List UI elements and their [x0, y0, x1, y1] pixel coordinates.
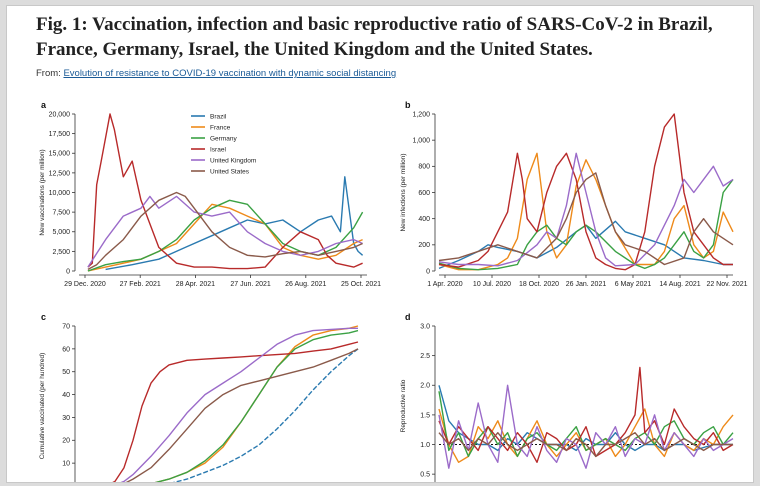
y-tick-label: 800 [418, 164, 430, 171]
panel-a-chart: a 0 2,500 5,000 7,500 10,000 12,500 15,000 17,50… [39, 100, 381, 288]
legend-label-united-kingdom: United Kingdom [210, 157, 256, 164]
y-tick-label: 1.0 [420, 442, 430, 449]
y-tick-label: 1,200 [412, 111, 430, 118]
x-tick-label: 18 Oct. 2020 [519, 281, 559, 288]
series-line-united-states [125, 348, 359, 482]
y-tick-label: 10,000 [49, 190, 71, 197]
y-tick-label: 2,500 [52, 249, 70, 256]
figure-title: Fig. 1: Vaccination, infection and basic… [36, 14, 713, 60]
y-tick-label: 1.5 [420, 412, 430, 419]
y-tick-label: 3.0 [420, 323, 430, 330]
x-tick-label: 27 Feb. 2021 [120, 281, 161, 288]
x-tick-label: 10 Jul. 2020 [473, 281, 511, 288]
series-line-germany [438, 178, 734, 271]
y-tick-label: 7,500 [52, 210, 70, 217]
y-tick-label: 1,000 [412, 138, 430, 145]
series-line-brazil [438, 385, 733, 452]
y-tick-label: 200 [418, 242, 430, 249]
panel-d-chart: d 0.5 1.0 1.5 2.0 2.5 3.0 Reproductive ratio [400, 312, 734, 482]
series-line-israel [438, 366, 734, 464]
series-line-france [438, 152, 734, 271]
y-tick-label: 600 [418, 190, 430, 197]
y-tick-label: 20,000 [49, 111, 71, 118]
x-tick-label: 28 Apr. 2021 [176, 281, 215, 288]
x-tick-label: 14 Aug. 2021 [659, 281, 700, 288]
x-tick-label: 1 Apr. 2020 [427, 281, 463, 288]
y-tick-label: 10 [62, 461, 70, 468]
y-tick-label: 400 [418, 216, 430, 223]
panel-c-label: c [41, 312, 46, 322]
series-line-brazil [172, 348, 359, 482]
legend-label-brazil: Brazil [210, 113, 227, 120]
series-line-germany [87, 199, 364, 272]
y-tick-label: 20 [62, 438, 70, 445]
series-line-israel [438, 113, 733, 271]
y-tick-label: 70 [62, 323, 70, 330]
y-axis-label: New infections (per million) [400, 153, 407, 231]
x-tick-label: 27 Jun. 2021 [230, 281, 271, 288]
y-tick-label: 0.5 [420, 472, 430, 479]
y-tick-label: 50 [62, 369, 70, 376]
y-axis-label: New vaccinations (per million) [39, 149, 46, 235]
series-line-germany [154, 329, 359, 482]
source-link[interactable]: Evolution of resistance to COVID-19 vacc… [63, 68, 397, 79]
x-tick-label: 26 Jan. 2021 [566, 281, 607, 288]
legend-label-france: France [210, 124, 231, 131]
legend-label-germany: Germany [210, 135, 237, 142]
y-tick-label: 17,500 [49, 131, 71, 138]
y-tick-label: 5,000 [52, 229, 70, 236]
panel-d-label: d [405, 312, 411, 322]
x-tick-label: 29 Dec. 2020 [64, 281, 106, 288]
series-line-brazil [105, 176, 364, 271]
series-line-united-states [438, 431, 733, 458]
legend-label-united-states: United States [210, 168, 250, 175]
panel-b-chart: b 0 200 400 600 800 1,000 1,200 1 Apr. 2020 10 Ju… [400, 100, 748, 288]
series-line-united-states [87, 191, 363, 271]
x-tick-label: 22 Nov. 2021 [706, 281, 747, 288]
panel-b-label: b [405, 100, 411, 110]
series-line-united-kingdom [87, 195, 363, 268]
y-tick-label: 0 [66, 268, 70, 275]
source-prefix: From: [36, 68, 61, 79]
series-line-israel [87, 113, 363, 270]
panel-c-chart: c010203040506070Cumulative vaccinated (p… [39, 312, 359, 482]
series-line-france [154, 325, 359, 482]
x-tick-label: 26 Aug. 2021 [285, 281, 326, 288]
series-line-united-states [438, 172, 734, 266]
x-tick-label: 25 Oct. 2021 [341, 281, 381, 288]
y-axis-label: Cumulative vaccinated (per hundred) [39, 353, 46, 460]
x-tick-label: 6 May 2021 [615, 281, 652, 288]
y-tick-label: 0 [426, 268, 430, 275]
y-tick-label: 2.5 [420, 353, 430, 360]
y-tick-label: 40 [62, 392, 70, 399]
y-tick-label: 2.0 [420, 383, 430, 390]
source-line: From: Evolution of resistance to COVID-1… [36, 68, 396, 79]
panel-a-label: a [41, 100, 47, 110]
series-line-united-kingdom [120, 327, 358, 482]
series-line-united-kingdom [438, 152, 734, 267]
y-tick-label: 60 [62, 346, 70, 353]
y-tick-label: 15,000 [49, 151, 71, 158]
legend-label-israel: Israel [210, 146, 226, 153]
y-tick-label: 12,500 [49, 170, 71, 177]
y-axis-label: Reproductive ratio [400, 379, 407, 432]
figure-frame: Fig. 1: Vaccination, infection and basic… [6, 5, 754, 483]
y-tick-label: 30 [62, 415, 70, 422]
series-line-israel [112, 341, 359, 482]
series-line-france [438, 408, 734, 464]
